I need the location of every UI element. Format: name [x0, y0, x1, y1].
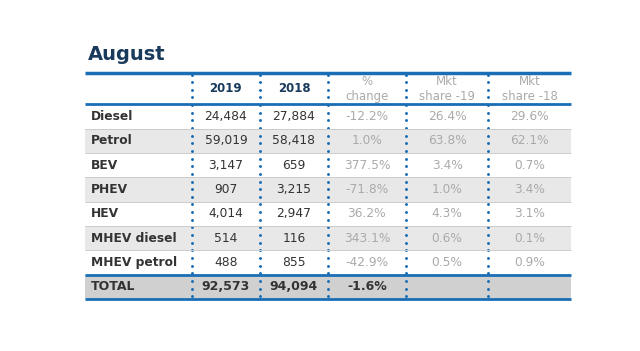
Bar — [85, 226, 571, 250]
Text: Diesel: Diesel — [91, 110, 133, 123]
Bar — [85, 128, 571, 153]
Text: MHEV petrol: MHEV petrol — [91, 256, 177, 269]
Text: 36.2%: 36.2% — [348, 207, 386, 220]
Text: 2019: 2019 — [210, 82, 242, 95]
Text: 0.1%: 0.1% — [515, 232, 545, 245]
Text: 92,573: 92,573 — [202, 280, 250, 293]
Text: 0.5%: 0.5% — [431, 256, 463, 269]
Text: 3,147: 3,147 — [209, 159, 243, 172]
Text: 343.1%: 343.1% — [344, 232, 390, 245]
Bar — [85, 250, 571, 274]
Text: 907: 907 — [214, 183, 237, 196]
Text: MHEV diesel: MHEV diesel — [91, 232, 177, 245]
Text: 94,094: 94,094 — [270, 280, 318, 293]
Text: 0.9%: 0.9% — [515, 256, 545, 269]
Text: 855: 855 — [282, 256, 306, 269]
Text: 1.0%: 1.0% — [351, 134, 382, 147]
Text: -42.9%: -42.9% — [346, 256, 388, 269]
Text: Mkt
share -18: Mkt share -18 — [502, 75, 557, 103]
Text: 58,418: 58,418 — [273, 134, 316, 147]
Bar — [85, 177, 571, 201]
Text: 3.1%: 3.1% — [515, 207, 545, 220]
Text: 3.4%: 3.4% — [431, 159, 463, 172]
Text: 514: 514 — [214, 232, 237, 245]
Bar — [85, 274, 571, 299]
Text: TOTAL: TOTAL — [91, 280, 135, 293]
Bar — [85, 201, 571, 226]
Text: 24,484: 24,484 — [205, 110, 247, 123]
Text: 4.3%: 4.3% — [431, 207, 463, 220]
Text: 29.6%: 29.6% — [511, 110, 549, 123]
Text: 488: 488 — [214, 256, 237, 269]
Text: August: August — [88, 45, 165, 64]
Bar — [85, 153, 571, 177]
Text: Petrol: Petrol — [91, 134, 132, 147]
Text: 63.8%: 63.8% — [428, 134, 467, 147]
Text: 3,215: 3,215 — [276, 183, 312, 196]
Text: 116: 116 — [282, 232, 305, 245]
Text: -1.6%: -1.6% — [347, 280, 387, 293]
Text: 59,019: 59,019 — [205, 134, 247, 147]
Text: 26.4%: 26.4% — [428, 110, 467, 123]
Text: 2018: 2018 — [278, 82, 310, 95]
Text: PHEV: PHEV — [91, 183, 128, 196]
Text: %
change: % change — [345, 75, 388, 103]
Text: -71.8%: -71.8% — [345, 183, 388, 196]
Text: 3.4%: 3.4% — [515, 183, 545, 196]
Text: -12.2%: -12.2% — [346, 110, 388, 123]
Text: 27,884: 27,884 — [273, 110, 316, 123]
Text: 4,014: 4,014 — [209, 207, 243, 220]
Text: BEV: BEV — [91, 159, 118, 172]
Text: 0.7%: 0.7% — [515, 159, 545, 172]
Bar — [85, 104, 571, 128]
Text: Mkt
share -19: Mkt share -19 — [419, 75, 475, 103]
Text: 659: 659 — [282, 159, 306, 172]
Text: 0.6%: 0.6% — [431, 232, 463, 245]
Text: 1.0%: 1.0% — [431, 183, 463, 196]
Text: 62.1%: 62.1% — [511, 134, 549, 147]
Text: 2,947: 2,947 — [276, 207, 312, 220]
Text: HEV: HEV — [91, 207, 119, 220]
Text: 377.5%: 377.5% — [344, 159, 390, 172]
